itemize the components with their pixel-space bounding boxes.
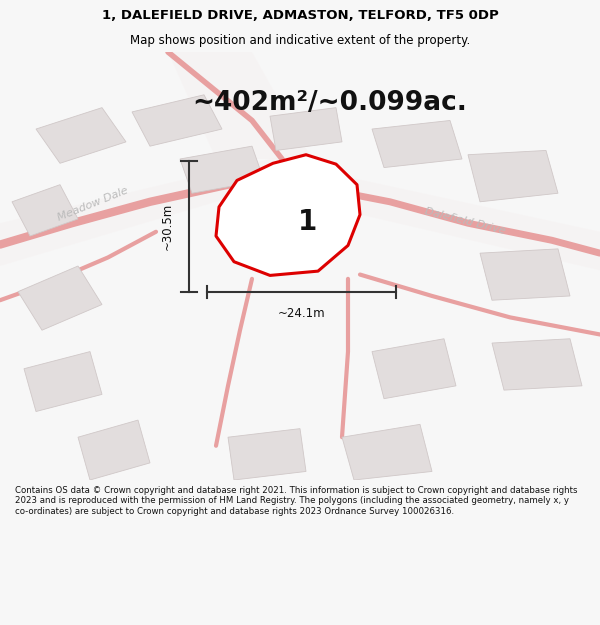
Polygon shape bbox=[342, 424, 432, 480]
Polygon shape bbox=[492, 339, 582, 390]
Polygon shape bbox=[132, 95, 222, 146]
Text: Dalefield Drive: Dalefield Drive bbox=[424, 206, 506, 236]
Polygon shape bbox=[78, 420, 150, 480]
Polygon shape bbox=[18, 266, 102, 330]
Polygon shape bbox=[216, 155, 360, 276]
Polygon shape bbox=[270, 107, 342, 151]
Text: 1: 1 bbox=[298, 208, 317, 236]
Polygon shape bbox=[480, 249, 570, 300]
Text: ~402m²/~0.099ac.: ~402m²/~0.099ac. bbox=[193, 91, 467, 116]
Polygon shape bbox=[0, 155, 288, 266]
Polygon shape bbox=[168, 52, 312, 159]
Text: ~30.5m: ~30.5m bbox=[161, 202, 174, 250]
Polygon shape bbox=[468, 151, 558, 202]
Polygon shape bbox=[372, 121, 462, 168]
Text: Map shows position and indicative extent of the property.: Map shows position and indicative extent… bbox=[130, 34, 470, 47]
Polygon shape bbox=[12, 184, 78, 236]
Text: 1, DALEFIELD DRIVE, ADMASTON, TELFORD, TF5 0DP: 1, DALEFIELD DRIVE, ADMASTON, TELFORD, T… bbox=[101, 9, 499, 22]
Polygon shape bbox=[324, 172, 600, 270]
Text: Meadow Dale: Meadow Dale bbox=[56, 185, 130, 222]
Polygon shape bbox=[372, 339, 456, 399]
Polygon shape bbox=[228, 429, 306, 480]
Text: ~24.1m: ~24.1m bbox=[278, 307, 325, 320]
Text: Contains OS data © Crown copyright and database right 2021. This information is : Contains OS data © Crown copyright and d… bbox=[15, 486, 577, 516]
Polygon shape bbox=[180, 146, 264, 193]
Polygon shape bbox=[24, 352, 102, 411]
Polygon shape bbox=[36, 107, 126, 163]
